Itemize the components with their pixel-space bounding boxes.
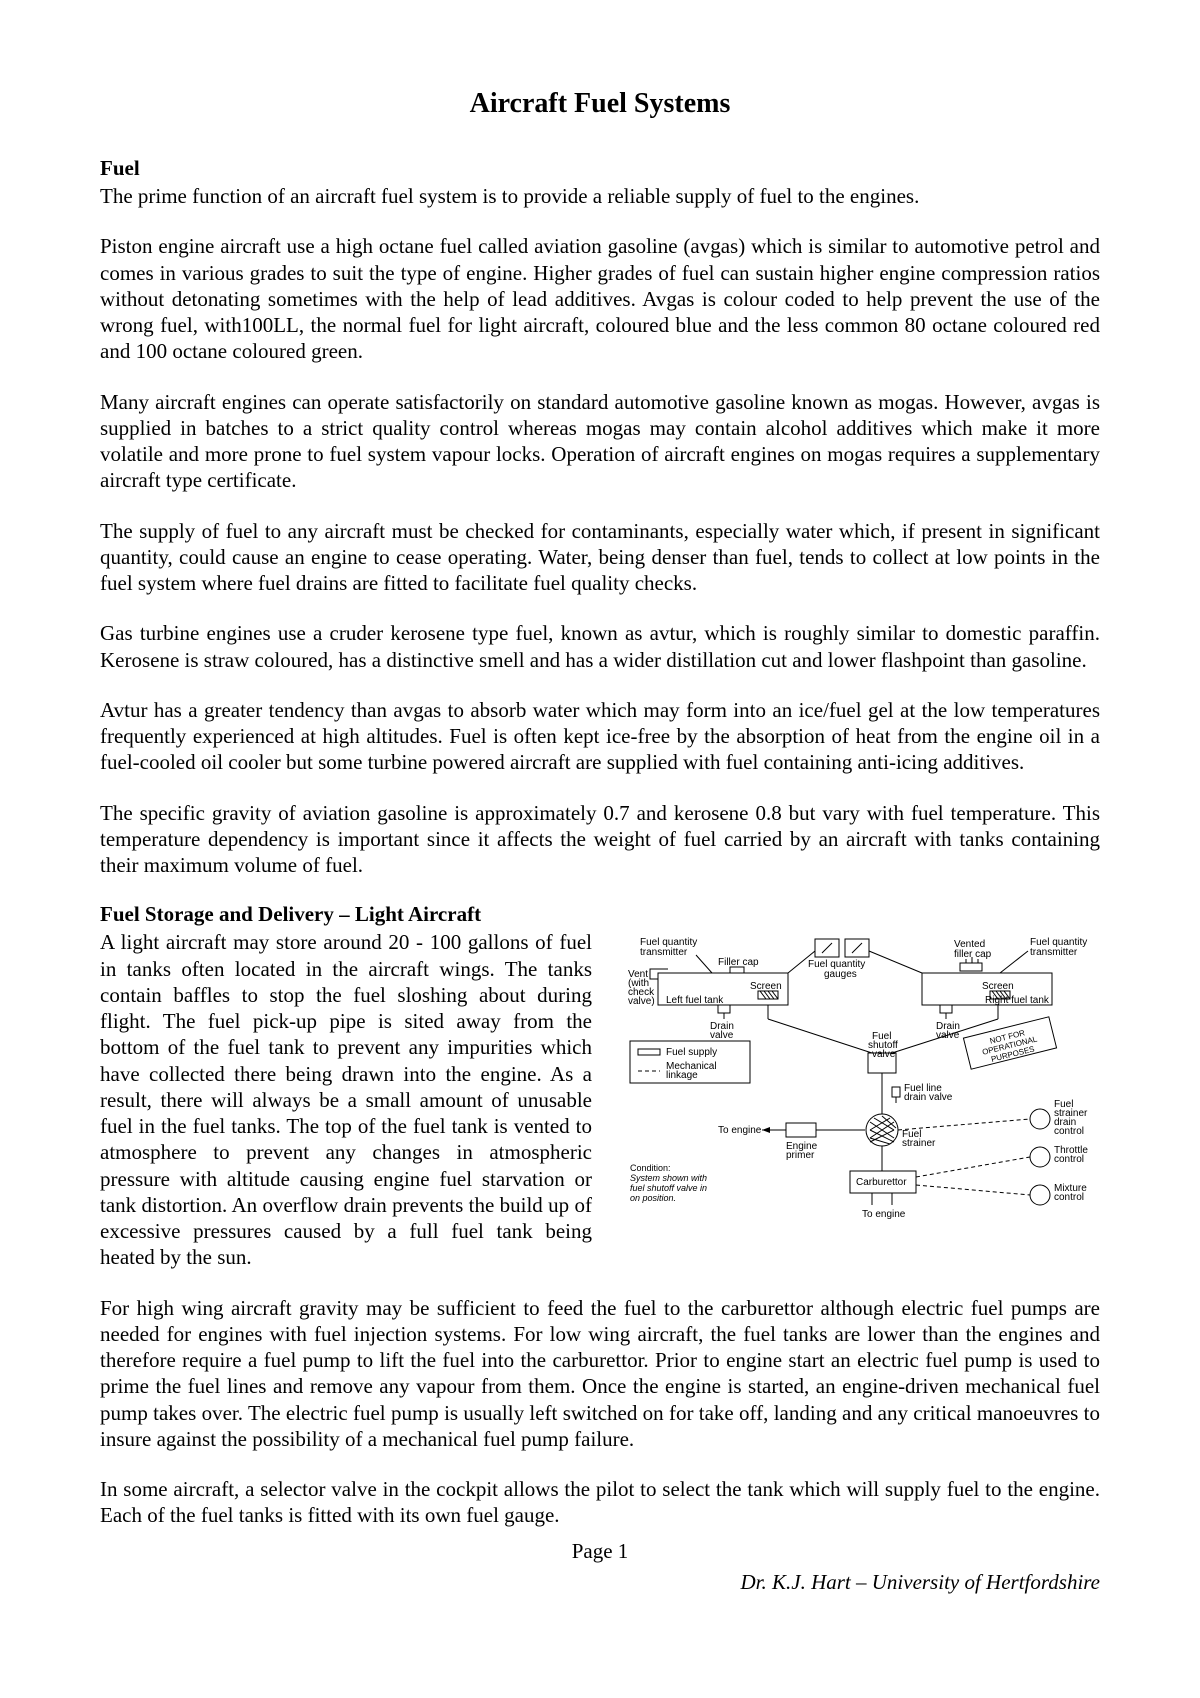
label-fq-trans-right: Fuel quantity transmitter (1030, 937, 1090, 958)
label-fuel-line-drain: Fuel linedrain valve (904, 1083, 953, 1103)
label-throttle: Throttlecontrol (1054, 1145, 1088, 1165)
section-heading-fuel: Fuel (100, 156, 1100, 181)
paragraph: The supply of fuel to any aircraft must … (100, 518, 1100, 597)
label-fq-trans-left: Fuel quantity transmitter (640, 937, 700, 958)
label-fuel-shutoff: Fuelshutoffvalve (868, 1031, 898, 1060)
paragraph: Piston engine aircraft use a high octane… (100, 233, 1100, 364)
label-fuel-strainer-drain: Fuelstrainer draincontrol (1054, 1099, 1090, 1137)
paragraph: In some aircraft, a selector valve in th… (100, 1476, 1100, 1529)
label-to-engine-bottom: To engine (862, 1209, 906, 1220)
label-condition: Condition: System shown with fuel shutof… (630, 1163, 710, 1203)
fuel-system-svg: Left fuel tank Right fuel tank Fuel quan… (610, 933, 1100, 1233)
page-number: Page 1 (100, 1539, 1100, 1564)
label-to-engine-left: To engine (718, 1125, 762, 1136)
paragraph: The specific gravity of aviation gasolin… (100, 800, 1100, 879)
fuel-system-diagram: Left fuel tank Right fuel tank Fuel quan… (610, 933, 1100, 1233)
label-fuel-strainer: Fuelstrainer (902, 1129, 936, 1149)
label-screen-right: Screen (982, 981, 1014, 992)
paragraph: The prime function of an aircraft fuel s… (100, 183, 1100, 209)
label-right-tank: Right fuel tank (985, 995, 1050, 1006)
label-vent: Vent (with check valve) (628, 969, 657, 1007)
storage-block: Left fuel tank Right fuel tank Fuel quan… (100, 929, 1100, 1476)
paragraph: For high wing aircraft gravity may be su… (100, 1295, 1100, 1453)
section-heading-storage: Fuel Storage and Delivery – Light Aircra… (100, 902, 1100, 927)
page-container: Aircraft Fuel Systems Fuel The prime fun… (0, 0, 1200, 1698)
label-drain-valve-left: Drainvalve (710, 1021, 734, 1041)
paragraph: Many aircraft engines can operate satisf… (100, 389, 1100, 494)
legend-mech-link: Mechanicallinkage (666, 1061, 717, 1081)
label-engine-primer: Engineprimer (786, 1141, 818, 1161)
label-left-tank: Left fuel tank (666, 995, 724, 1006)
document-title: Aircraft Fuel Systems (100, 88, 1100, 120)
label-carburettor: Carburettor (856, 1177, 907, 1188)
label-screen-left: Screen (750, 981, 782, 992)
paragraph: Gas turbine engines use a cruder kerosen… (100, 620, 1100, 673)
footer-credit: Dr. K.J. Hart – University of Hertfordsh… (100, 1570, 1100, 1595)
label-mixture: Mixturecontrol (1054, 1183, 1087, 1203)
label-vented-filler: Vented filler cap (954, 939, 992, 960)
legend-fuel-supply: Fuel supply (666, 1047, 717, 1058)
label-fq-gauges: Fuel quantity gauges (808, 959, 868, 980)
label-filler-cap-left: Filler cap (718, 957, 759, 968)
paragraph: Avtur has a greater tendency than avgas … (100, 697, 1100, 776)
